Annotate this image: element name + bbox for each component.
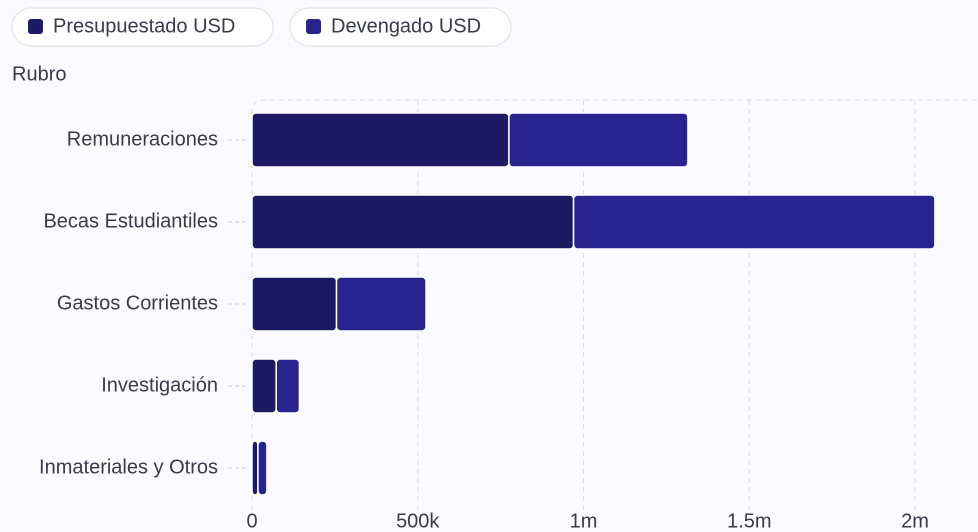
bar-segment [275, 358, 301, 414]
y-tick-label: Investigación [101, 374, 218, 396]
x-tick-label: 1m [570, 510, 598, 532]
plot-frame [251, 99, 978, 510]
y-tick-label: Remuneraciones [67, 128, 218, 150]
bar-segment [251, 440, 259, 496]
x-tick-label: 0 [246, 510, 257, 532]
y-tick-label: Becas Estudiantiles [43, 210, 218, 232]
y-tick-label: Inmateriales y Otros [39, 456, 218, 478]
bar-segment [508, 112, 689, 168]
legend-chip [11, 7, 274, 47]
legend-label: Devengado USD [331, 15, 481, 37]
bar-segment [251, 276, 338, 332]
x-tick-label: 500k [396, 510, 440, 532]
legend-label: Presupuestado USD [53, 15, 235, 37]
y-tick-label: Gastos Corrientes [57, 292, 218, 314]
bar-segment [251, 194, 575, 250]
bar-segment [251, 112, 510, 168]
bar-segment [335, 276, 427, 332]
legend-chip [289, 7, 512, 47]
legend-swatch [306, 19, 321, 34]
x-tick-label: 1.5m [727, 510, 771, 532]
bar-segment [572, 194, 936, 250]
x-tick-label: 2m [901, 510, 929, 532]
y-axis-label: Rubro [12, 63, 66, 85]
bar-segment [251, 358, 277, 414]
legend-swatch [28, 19, 43, 34]
bar-segment [257, 440, 268, 496]
